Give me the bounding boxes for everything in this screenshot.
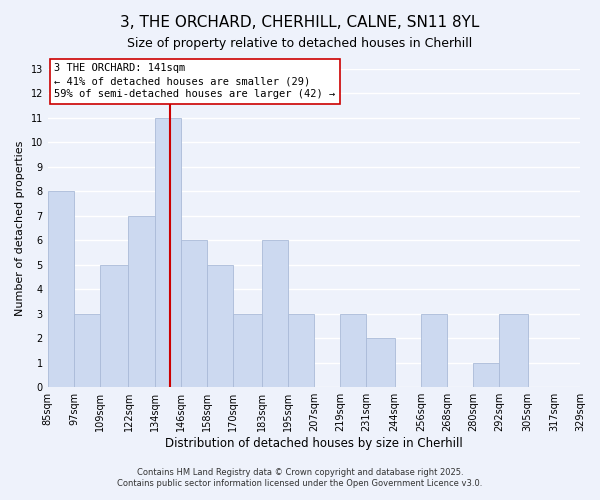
Bar — [74, 314, 100, 387]
Y-axis label: Number of detached properties: Number of detached properties — [15, 140, 25, 316]
Bar — [207, 265, 233, 387]
Bar — [233, 314, 262, 387]
Text: Size of property relative to detached houses in Cherhill: Size of property relative to detached ho… — [127, 38, 473, 51]
Bar — [181, 240, 207, 387]
Bar — [366, 338, 395, 387]
Bar — [473, 362, 499, 387]
Text: 3, THE ORCHARD, CHERHILL, CALNE, SN11 8YL: 3, THE ORCHARD, CHERHILL, CALNE, SN11 8Y… — [121, 15, 479, 30]
Text: Contains HM Land Registry data © Crown copyright and database right 2025.
Contai: Contains HM Land Registry data © Crown c… — [118, 468, 482, 487]
Bar — [128, 216, 155, 387]
Bar — [262, 240, 288, 387]
Bar — [421, 314, 447, 387]
X-axis label: Distribution of detached houses by size in Cherhill: Distribution of detached houses by size … — [165, 437, 463, 450]
Bar — [155, 118, 181, 387]
Bar — [288, 314, 314, 387]
Text: 3 THE ORCHARD: 141sqm
← 41% of detached houses are smaller (29)
59% of semi-deta: 3 THE ORCHARD: 141sqm ← 41% of detached … — [55, 63, 335, 100]
Bar — [340, 314, 366, 387]
Bar — [48, 192, 74, 387]
Bar — [100, 265, 128, 387]
Bar — [499, 314, 527, 387]
